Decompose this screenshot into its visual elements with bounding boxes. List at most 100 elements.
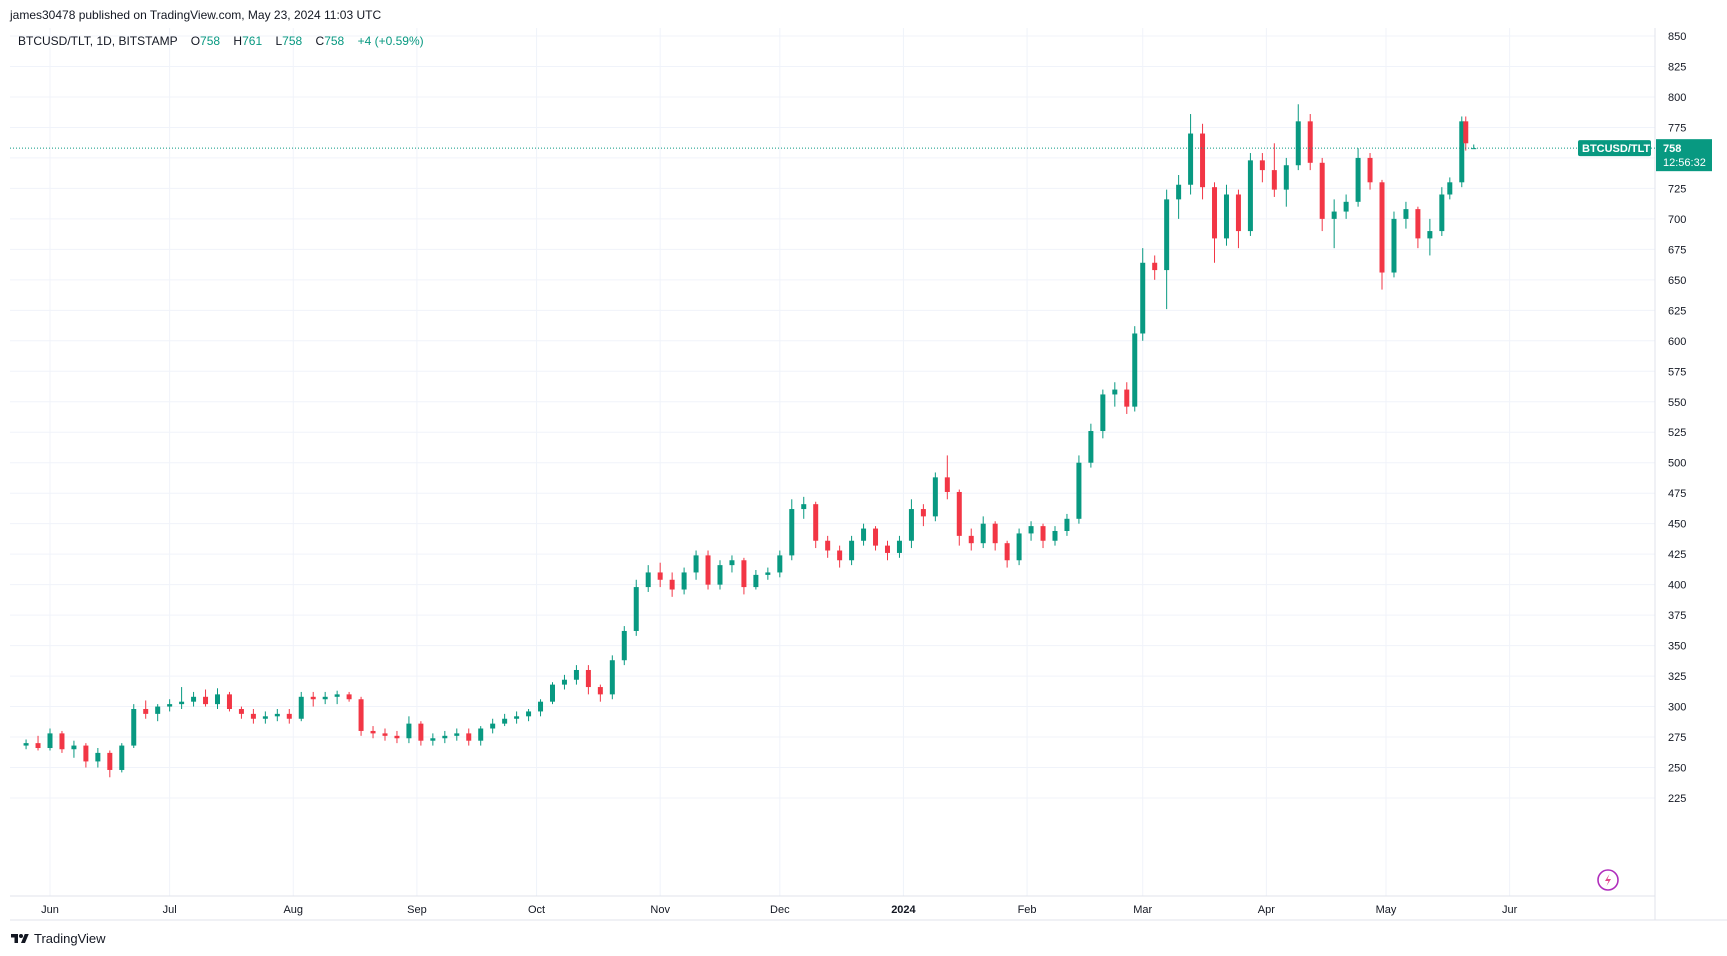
candle-body bbox=[179, 701, 185, 705]
candle-body bbox=[1235, 194, 1241, 232]
candle-body bbox=[214, 694, 220, 705]
candle bbox=[1176, 174, 1182, 219]
legend-close-label: C bbox=[315, 34, 325, 48]
candle bbox=[932, 472, 938, 522]
candle-body bbox=[1040, 526, 1046, 541]
candle-body bbox=[1076, 462, 1082, 519]
candle bbox=[1140, 248, 1146, 341]
candle bbox=[143, 700, 149, 719]
candle bbox=[95, 748, 101, 768]
candle-body bbox=[1016, 533, 1022, 561]
candle bbox=[1200, 123, 1206, 200]
y-tick-label: 575 bbox=[1668, 366, 1686, 378]
legend-open-value: 758 bbox=[200, 34, 221, 48]
candle-body bbox=[1331, 211, 1337, 219]
candle bbox=[777, 550, 783, 578]
candle bbox=[1076, 455, 1082, 524]
y-tick-label: 775 bbox=[1668, 122, 1686, 134]
candle bbox=[825, 535, 831, 558]
candle bbox=[310, 691, 316, 707]
candle bbox=[753, 570, 759, 590]
candle bbox=[526, 708, 532, 722]
candle-body bbox=[454, 733, 460, 736]
candle bbox=[813, 501, 819, 549]
x-tick-label: Apr bbox=[1258, 904, 1275, 916]
candle bbox=[597, 684, 603, 702]
candle bbox=[1235, 189, 1241, 249]
candle bbox=[1447, 177, 1453, 200]
candle-body bbox=[1427, 231, 1433, 239]
candle bbox=[920, 504, 926, 527]
candle-body bbox=[310, 696, 316, 700]
candle-body bbox=[765, 572, 771, 575]
y-tick-label: 825 bbox=[1668, 61, 1686, 73]
candle-body bbox=[753, 574, 759, 588]
candle-body bbox=[932, 477, 938, 517]
candle-body bbox=[585, 669, 591, 688]
candle-body bbox=[418, 723, 424, 741]
legend-low-label: L bbox=[275, 34, 283, 48]
candle-body bbox=[466, 733, 472, 741]
y-tick-label: 450 bbox=[1668, 519, 1686, 531]
candle bbox=[418, 721, 424, 746]
candle-body bbox=[944, 477, 950, 492]
y-tick-label: 500 bbox=[1668, 458, 1686, 470]
candle bbox=[1028, 521, 1034, 541]
footer-brand-label: TradingView bbox=[34, 931, 106, 946]
candle-body bbox=[681, 572, 687, 590]
x-tick-label: Oct bbox=[528, 904, 545, 916]
candle-body bbox=[908, 509, 914, 541]
candle bbox=[107, 750, 113, 778]
candle-body bbox=[490, 723, 496, 729]
candle bbox=[585, 665, 591, 695]
candle bbox=[968, 528, 974, 551]
candle-body bbox=[1463, 121, 1469, 144]
candle-body bbox=[298, 696, 304, 719]
y-tick-label: 600 bbox=[1668, 336, 1686, 348]
candle-body bbox=[1112, 389, 1118, 395]
flash-icon[interactable] bbox=[1597, 869, 1619, 891]
candle bbox=[466, 728, 472, 746]
candle bbox=[789, 499, 795, 561]
candle bbox=[669, 572, 675, 597]
candle bbox=[1471, 144, 1477, 150]
candle bbox=[274, 708, 280, 722]
candle-body bbox=[861, 528, 867, 541]
y-tick-label: 375 bbox=[1668, 610, 1686, 622]
candle bbox=[35, 735, 41, 751]
candle bbox=[1132, 326, 1138, 412]
candle bbox=[334, 690, 340, 705]
candle bbox=[1379, 179, 1385, 290]
candle-body bbox=[813, 504, 819, 541]
candle bbox=[633, 579, 639, 636]
candle bbox=[1188, 114, 1194, 195]
x-tick-label: May bbox=[1376, 904, 1397, 916]
candle bbox=[1427, 218, 1433, 256]
candle bbox=[406, 716, 412, 744]
legend-symbol[interactable]: BTCUSD/TLT, 1D, BITSTAMP bbox=[18, 34, 178, 48]
candle-body bbox=[1164, 199, 1170, 271]
time-axis[interactable]: Jun Jul Aug Sep Oct Nov Dec 2024 Feb Mar Apr May Jur bbox=[41, 904, 1517, 916]
candle-body bbox=[370, 730, 376, 734]
footer-brand[interactable]: TradingView bbox=[10, 931, 106, 946]
candle-body bbox=[502, 718, 508, 724]
candle bbox=[1415, 206, 1421, 249]
candle-body bbox=[1247, 160, 1253, 232]
candle-body bbox=[1124, 389, 1130, 407]
candle bbox=[119, 743, 125, 773]
candle-body bbox=[657, 572, 663, 580]
candle-body bbox=[884, 545, 890, 553]
x-tick-label: Dec bbox=[770, 904, 790, 916]
candle-body bbox=[226, 694, 232, 709]
x-tick-label: Sep bbox=[407, 904, 427, 916]
candle-body bbox=[131, 708, 137, 746]
y-tick-label: 700 bbox=[1668, 214, 1686, 226]
candle bbox=[849, 535, 855, 566]
candle-body bbox=[837, 550, 843, 561]
candle-body bbox=[1259, 160, 1265, 171]
candle-body bbox=[167, 704, 173, 707]
candle-body bbox=[35, 743, 41, 749]
candle bbox=[884, 540, 890, 561]
candle bbox=[370, 726, 376, 739]
